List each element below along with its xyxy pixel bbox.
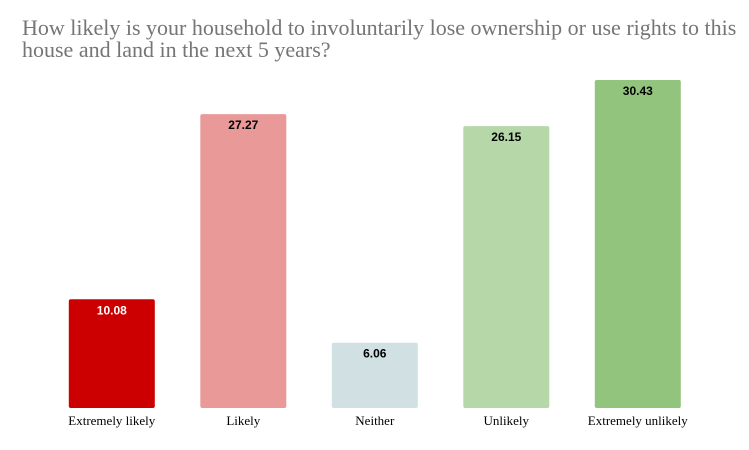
- bar-4: [594, 80, 681, 408]
- bar-value-label: 6.06: [363, 347, 387, 361]
- x-tick-label: Extremely unlikely: [588, 413, 689, 428]
- bar-value-label: 30.43: [623, 84, 653, 98]
- x-tick-label: Unlikely: [484, 413, 530, 428]
- bar-value-label: 26.15: [491, 130, 521, 144]
- bar-value-label: 10.08: [97, 303, 127, 317]
- x-tick-label: Extremely likely: [68, 413, 156, 428]
- bar-value-label: 27.27: [228, 118, 258, 132]
- bar-3: [463, 126, 550, 408]
- bar-1: [200, 114, 287, 408]
- chart-title: How likely is your household to involunt…: [22, 15, 737, 62]
- x-tick-label: Neither: [355, 413, 395, 428]
- bar-0: [68, 299, 155, 408]
- bar-2: [331, 342, 418, 408]
- x-tick-label: Likely: [226, 413, 260, 428]
